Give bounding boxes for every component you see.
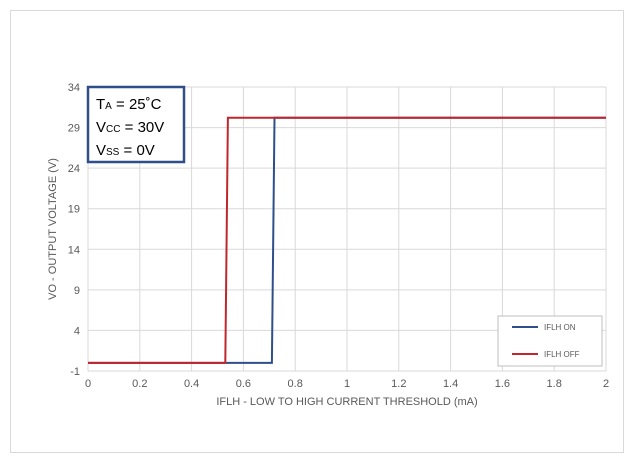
y-tick-label: 24 <box>68 163 80 175</box>
y-tick-label: 34 <box>68 82 80 94</box>
series-line-iflh-off <box>88 116 606 364</box>
tick-labels: -1 4 9 14 19 24 29 34 0 0.2 0.4 0.6 0.8 1 1.2 1.4 1.6 1.8… <box>68 82 609 390</box>
x-tick-label: 0.8 <box>288 378 303 390</box>
y-tick-label: 4 <box>74 325 80 337</box>
conditions-box: TA = 25˚C VCC = 30V VSS = 0V <box>86 85 186 164</box>
x-tick-label: 2 <box>603 378 609 390</box>
x-tick-label: 1.8 <box>547 378 562 390</box>
chart-frame <box>10 10 624 453</box>
condition-vss: VSS = 0V <box>96 142 155 159</box>
legend-label-ifl-on: IFLH ON <box>544 323 576 332</box>
x-tick-label: 1.2 <box>391 378 406 390</box>
x-tick-label: 1.4 <box>443 378 458 390</box>
legend-box <box>497 315 603 367</box>
y-tick-label: 14 <box>68 244 80 256</box>
x-tick-label: 1.6 <box>495 378 510 390</box>
condition-vcc: VCC = 30V <box>96 119 164 136</box>
x-tick-label: 0.2 <box>132 378 147 390</box>
legend: IFLH ON IFLH OFF <box>497 315 603 367</box>
x-tick-label: 0 <box>85 378 91 390</box>
conditions-box-border <box>86 85 186 164</box>
series-layer <box>88 116 606 364</box>
x-tick-label: 1 <box>344 378 350 390</box>
x-axis-title: IFLH - LOW TO HIGH CURRENT THRESHOLD (mA… <box>216 396 477 408</box>
y-tick-label: 19 <box>68 204 80 216</box>
y-axis-title: VO - OUTPUT VOLTAGE (V) <box>47 158 59 300</box>
y-tick-label: 29 <box>68 123 80 135</box>
x-tick-label: 0.4 <box>184 378 199 390</box>
y-tick-label: -1 <box>70 366 80 378</box>
legend-label-ifl-off: IFLH OFF <box>544 350 580 359</box>
condition-ta: TA = 25˚C <box>96 96 162 113</box>
x-tick-label: 0.6 <box>236 378 251 390</box>
y-tick-label: 9 <box>74 285 80 297</box>
